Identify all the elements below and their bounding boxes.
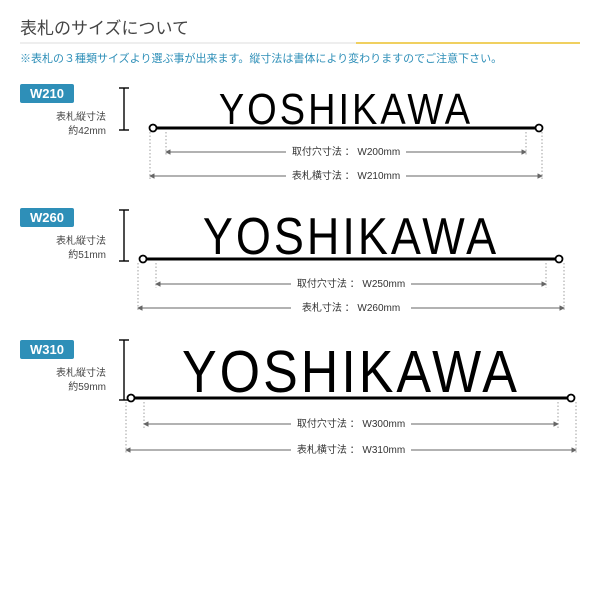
size-badge: W260 bbox=[20, 208, 74, 227]
size-diagram: YOSHIKAWA 取付穴寸法 ： W300mm 表札横寸法 ： W310mm bbox=[116, 336, 586, 468]
svg-text:表札寸法 ： W260mm: 表札寸法 ： W260mm bbox=[302, 301, 400, 314]
svg-text:YOSHIKAWA: YOSHIKAWA bbox=[182, 338, 520, 405]
size-badge: W310 bbox=[20, 340, 74, 359]
size-list: W210表札縦寸法約42mm YOSHIKAWA 取付穴寸法 ： W200mm … bbox=[20, 80, 580, 468]
svg-text:取付穴寸法 ： W200mm: 取付穴寸法 ： W200mm bbox=[292, 145, 400, 158]
size-left-col: W210 表札縦寸法約42mm bbox=[20, 80, 106, 194]
svg-text:取付穴寸法 ： W250mm: 取付穴寸法 ： W250mm bbox=[297, 277, 405, 290]
svg-text:YOSHIKAWA: YOSHIKAWA bbox=[203, 208, 499, 266]
notice-text: ※表札の３種類サイズより選ぶ事が出来ます。縦寸法は書体により変わりますのでご注意… bbox=[20, 50, 580, 66]
size-block-w210: W210表札縦寸法約42mm YOSHIKAWA 取付穴寸法 ： W200mm … bbox=[20, 80, 580, 194]
size-diagram: YOSHIKAWA 取付穴寸法 ： W250mm 表札寸法 ： W260mm bbox=[116, 204, 586, 326]
svg-text:取付穴寸法 ： W300mm: 取付穴寸法 ： W300mm bbox=[297, 417, 405, 430]
size-badge: W210 bbox=[20, 84, 74, 103]
svg-text:表札横寸法 ： W210mm: 表札横寸法 ： W210mm bbox=[292, 169, 400, 182]
size-block-w260: W260表札縦寸法約51mm YOSHIKAWA 取付穴寸法 ： W250mm … bbox=[20, 204, 580, 326]
svg-text:YOSHIKAWA: YOSHIKAWA bbox=[219, 85, 473, 134]
vertical-dim-label: 表札縦寸法約59mm bbox=[56, 367, 106, 395]
size-left-col: W260 表札縦寸法約51mm bbox=[20, 204, 106, 326]
vertical-dim-label: 表札縦寸法約51mm bbox=[56, 235, 106, 263]
title-row: 表札のサイズについて bbox=[20, 14, 580, 44]
svg-text:表札横寸法 ： W310mm: 表札横寸法 ： W310mm bbox=[297, 443, 405, 456]
vertical-dim-label: 表札縦寸法約42mm bbox=[56, 111, 106, 139]
size-block-w310: W310表札縦寸法約59mm YOSHIKAWA 取付穴寸法 ： W300mm … bbox=[20, 336, 580, 468]
size-left-col: W310 表札縦寸法約59mm bbox=[20, 336, 106, 468]
size-diagram: YOSHIKAWA 取付穴寸法 ： W200mm 表札横寸法 ： W210mm bbox=[116, 80, 586, 194]
page-title: 表札のサイズについて bbox=[20, 14, 580, 39]
